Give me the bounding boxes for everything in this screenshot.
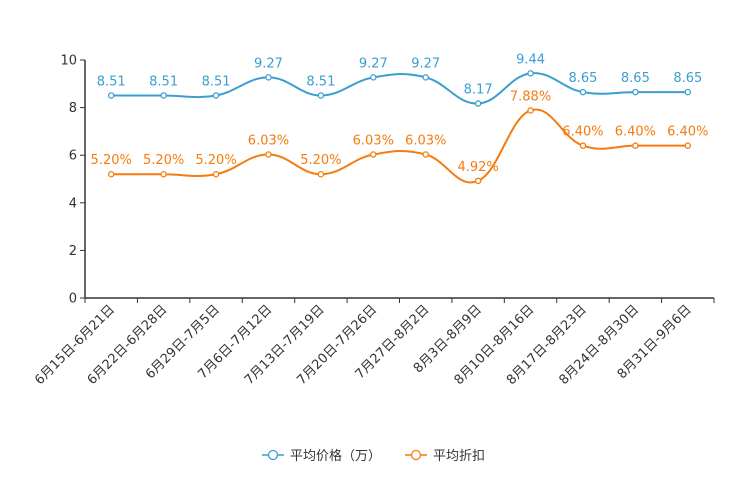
data-label: 5.20%	[91, 153, 132, 168]
y-tick-label: 4	[69, 196, 77, 211]
data-point[interactable]	[265, 74, 272, 81]
data-label: 6.03%	[248, 133, 289, 148]
data-point[interactable]	[370, 74, 377, 81]
data-label: 8.51	[202, 74, 231, 89]
data-point[interactable]	[684, 88, 692, 96]
data-point[interactable]	[317, 170, 325, 178]
data-label: 8.65	[568, 71, 597, 86]
legend-item-1[interactable]: 平均价格（万）	[262, 448, 381, 464]
data-point[interactable]	[107, 92, 115, 99]
data-label: 4.92%	[457, 160, 498, 175]
data-point[interactable]	[527, 107, 534, 114]
data-point[interactable]	[370, 151, 377, 158]
data-label: 6.40%	[562, 125, 603, 140]
data-point[interactable]	[422, 74, 429, 81]
legend-marker	[267, 449, 279, 461]
data-point[interactable]	[579, 88, 587, 96]
data-label: 8.17	[464, 83, 493, 98]
data-point[interactable]	[527, 70, 534, 77]
data-point[interactable]	[160, 170, 167, 178]
data-label: 8.65	[621, 71, 650, 86]
data-label: 5.20%	[300, 153, 341, 168]
data-label: 8.51	[149, 74, 178, 89]
data-label: 9.27	[411, 56, 440, 71]
data-label: 8.65	[673, 71, 702, 86]
data-point[interactable]	[632, 88, 639, 96]
series-1	[107, 70, 692, 107]
legend-label: 平均折扣	[433, 449, 485, 464]
data-label: 8.51	[97, 74, 126, 89]
series-line	[111, 108, 688, 184]
data-label: 6.03%	[353, 133, 394, 148]
series-line	[111, 72, 688, 105]
series-2	[107, 107, 692, 185]
y-tick-label: 2	[69, 244, 77, 259]
y-tick-label: 10	[60, 54, 77, 69]
legend[interactable]: 平均价格（万） 平均折扣	[262, 448, 485, 464]
data-point[interactable]	[265, 151, 272, 158]
y-tick-label: 6	[69, 149, 77, 164]
data-point[interactable]	[160, 92, 167, 99]
data-label: 5.20%	[143, 153, 184, 168]
legend-label: 平均价格（万）	[290, 448, 381, 464]
data-label: 9.27	[254, 56, 283, 71]
y-tick-label: 0	[69, 292, 77, 307]
data-point[interactable]	[107, 170, 115, 178]
data-point[interactable]	[212, 92, 220, 99]
data-point[interactable]	[632, 142, 639, 149]
series-layer	[107, 70, 692, 185]
data-point[interactable]	[212, 170, 220, 178]
data-label: 9.44	[516, 52, 545, 67]
data-point[interactable]	[422, 151, 429, 158]
data-point[interactable]	[684, 142, 692, 149]
data-point[interactable]	[579, 142, 587, 149]
data-label: 6.40%	[667, 125, 708, 140]
legend-marker	[410, 449, 422, 461]
data-label: 8.51	[306, 74, 335, 89]
data-label: 9.27	[359, 56, 388, 71]
data-point[interactable]	[474, 100, 482, 107]
legend-item-2[interactable]: 平均折扣	[405, 449, 485, 464]
data-point[interactable]	[474, 177, 482, 185]
data-label: 7.88%	[510, 89, 551, 104]
data-label: 6.40%	[615, 125, 656, 140]
data-labels: 8.51 8.51 8.51 9.27 8.51 9.27 9.27 8.17 9.44 8.65…	[91, 52, 709, 175]
data-point[interactable]	[317, 92, 325, 99]
data-label: 6.03%	[405, 133, 446, 148]
axes: 02468106月15日-6月21日6月22日-6月28日6月29日-7月5日7…	[32, 54, 715, 388]
y-tick-label: 8	[69, 101, 77, 116]
data-label: 5.20%	[195, 153, 236, 168]
